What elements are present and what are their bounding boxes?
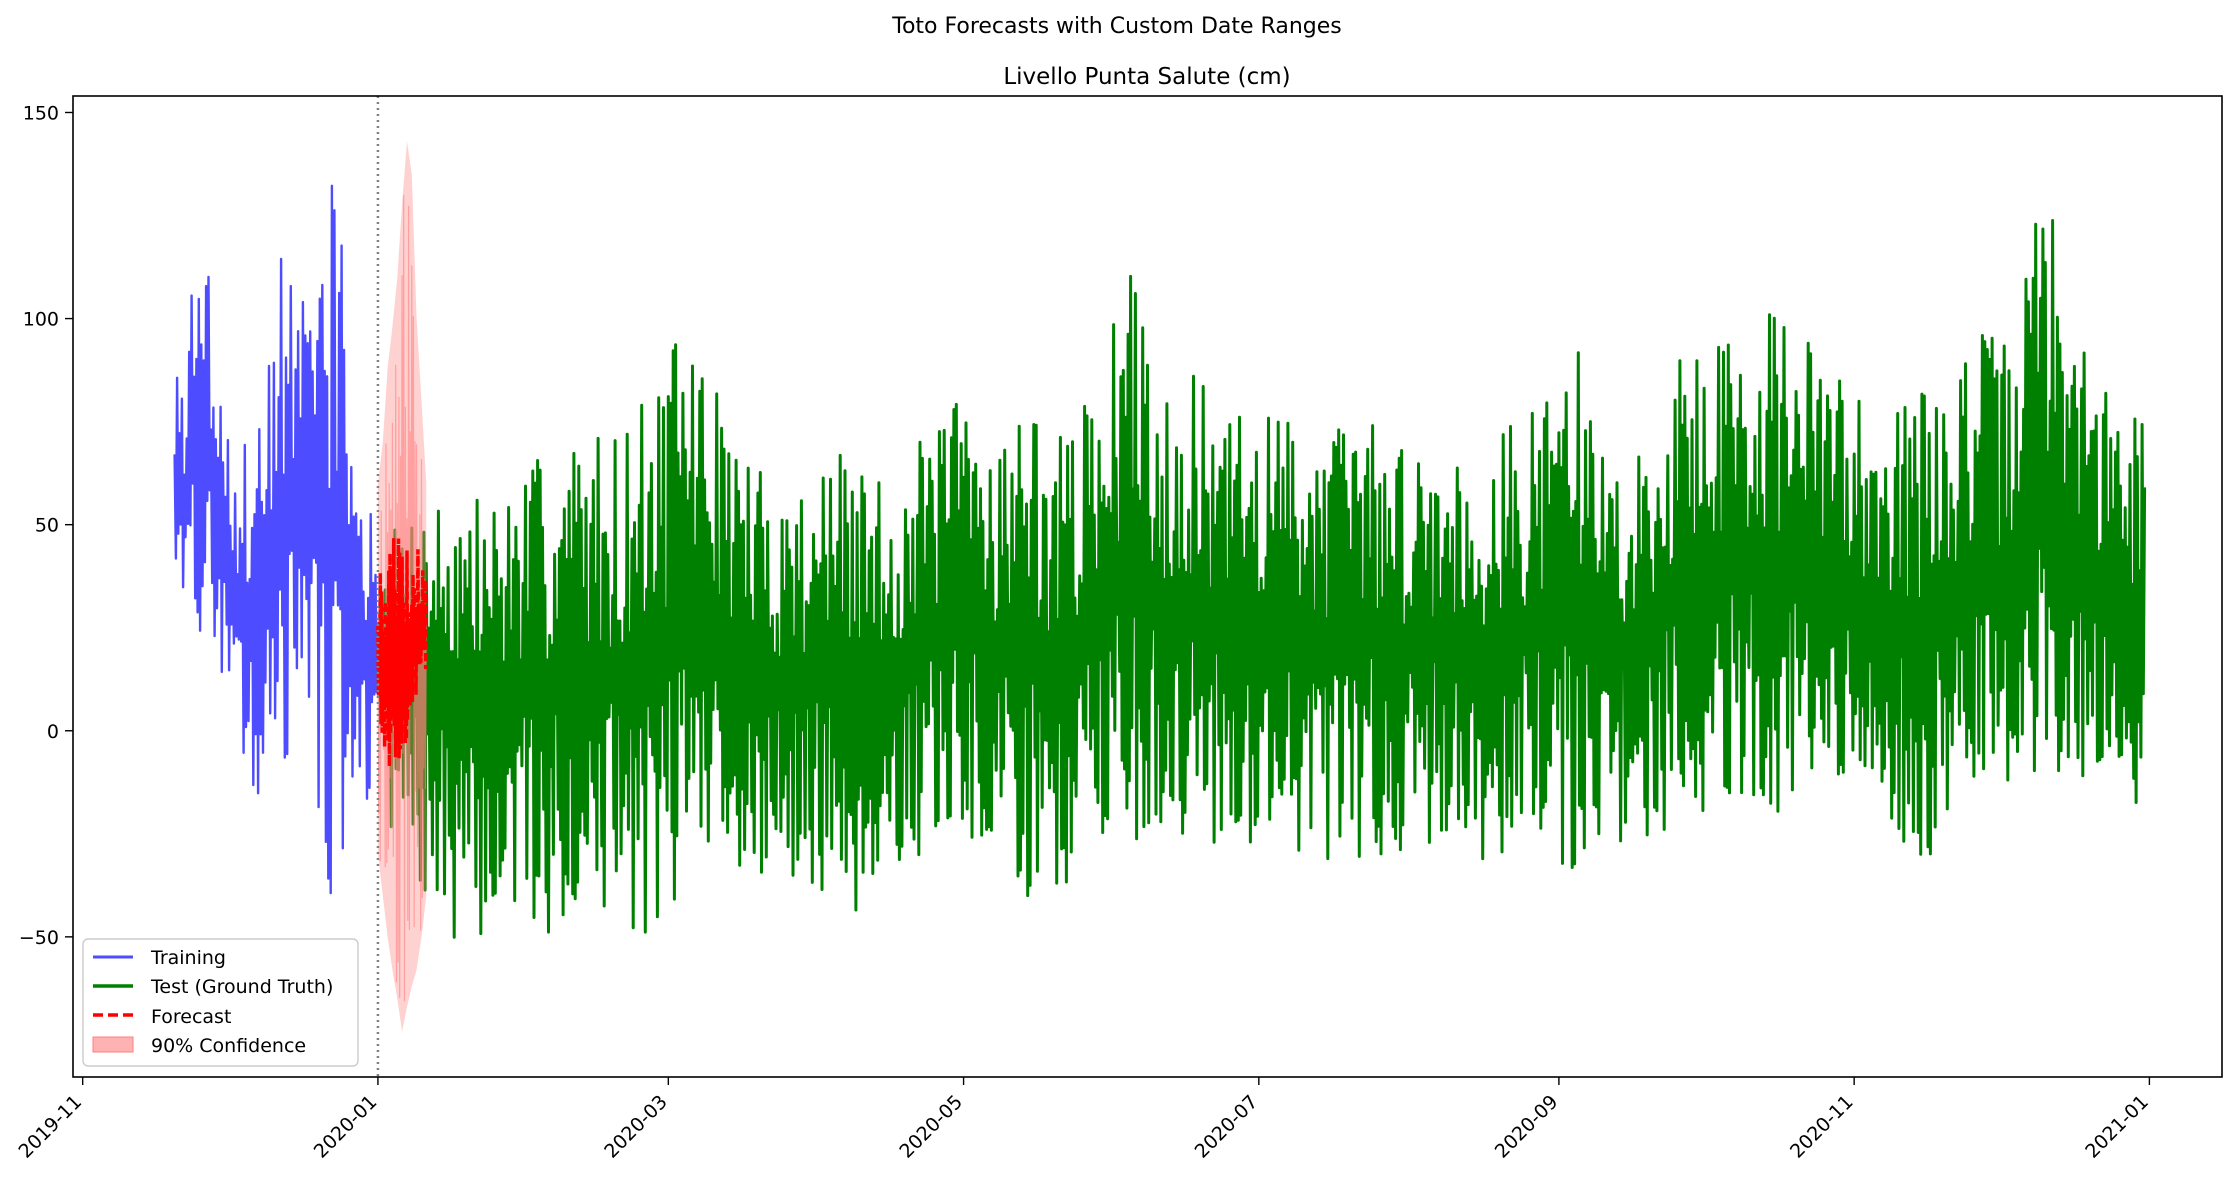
figure-suptitle: Toto Forecasts with Custom Date Ranges	[891, 14, 1342, 39]
x-tick-label: 2019-11	[15, 1091, 87, 1163]
x-tick-label: 2020-11	[1786, 1091, 1858, 1163]
legend-label-forecast: Forecast	[151, 1006, 231, 1028]
axes-frame	[72, 95, 2223, 1078]
x-tick-label: 2020-01	[310, 1091, 382, 1163]
x-tick-label: 2020-03	[600, 1091, 672, 1163]
y-tick-label: 0	[47, 721, 59, 743]
y-tick-label: −50	[19, 927, 59, 949]
series-training	[173, 184, 380, 895]
legend-label-test: Test (Ground Truth)	[150, 976, 333, 998]
plot-area	[173, 96, 2147, 1077]
series-forecast	[376, 538, 429, 767]
x-tick-label: 2020-09	[1491, 1091, 1563, 1163]
legend: Training Test (Ground Truth) Forecast 90…	[82, 938, 359, 1067]
x-axis: 2019-11 2020-01 2020-03 2020-05 2020-07 2020-…	[15, 1077, 2153, 1163]
y-tick-label: 150	[23, 102, 59, 124]
legend-label-confidence: 90% Confidence	[151, 1035, 306, 1057]
legend-label-training: Training	[150, 947, 226, 969]
x-tick-label: 2020-05	[895, 1091, 967, 1163]
x-tick-label: 2021-01	[2081, 1091, 2153, 1163]
series-test-ground-truth	[381, 219, 2147, 939]
x-tick-label: 2020-07	[1191, 1091, 1263, 1163]
legend-frame	[82, 938, 359, 1067]
y-tick-label: 50	[35, 515, 59, 537]
legend-swatch-confidence	[92, 1036, 134, 1053]
y-axis: −50 0 50 100 150	[19, 102, 73, 949]
y-tick-label: 100	[23, 309, 59, 331]
chart-title: Livello Punta Salute (cm)	[1003, 64, 1290, 90]
